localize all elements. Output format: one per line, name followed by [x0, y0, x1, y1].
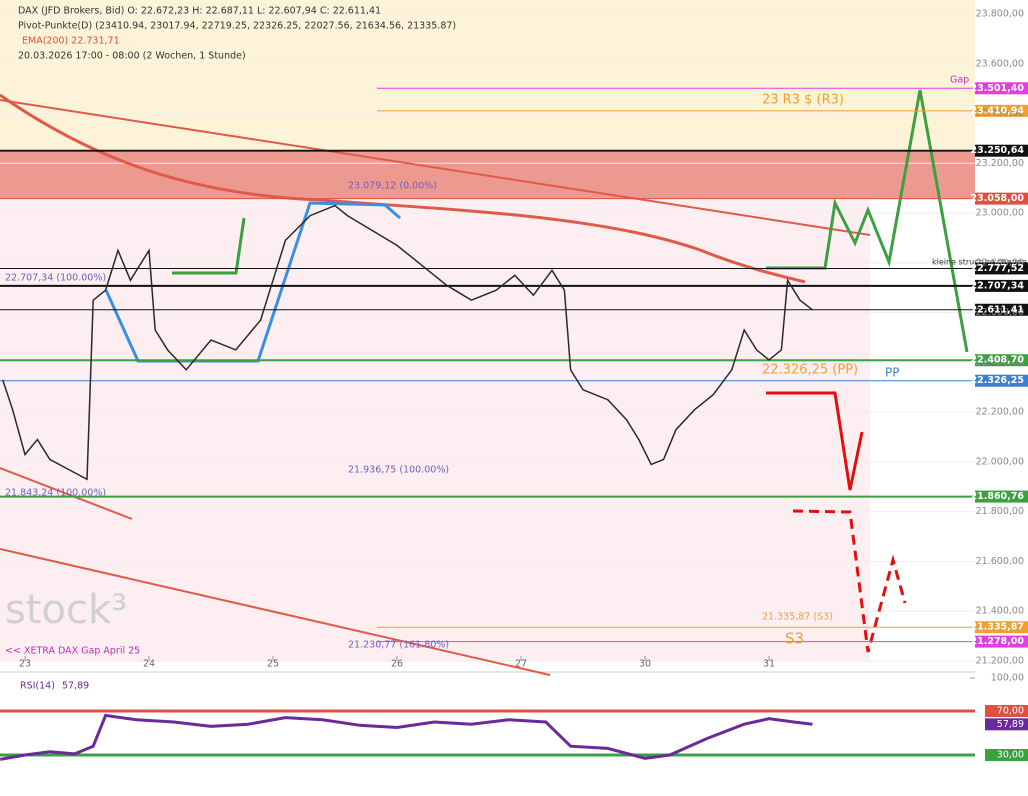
- legend: DAX (JFD Brokers, Bid) O: 22.672,23 H: 2…: [18, 6, 456, 62]
- y-tick-label: 23.400,00: [976, 108, 1024, 119]
- price-tag: [975, 303, 1028, 316]
- x-tick-label: 24: [143, 659, 155, 670]
- x-tick-label: 27: [515, 659, 527, 670]
- price-tag-label: 22.611,41: [971, 304, 1025, 315]
- drawn-path: [104, 201, 401, 363]
- y-tick-label: 21.400,00: [976, 606, 1024, 617]
- y-tick-label: 23.200,00: [976, 158, 1024, 169]
- x-tick-label: 25: [267, 659, 279, 670]
- annotation: 21.936,75 (100.00%): [348, 465, 449, 476]
- annotation: Gap: [950, 75, 969, 86]
- price-tag-label: 22.326,25: [971, 375, 1025, 386]
- price-tag: [975, 262, 1028, 275]
- y-tick-label: 23.000,00: [976, 208, 1024, 219]
- y-tick-label: 22.800,00: [976, 257, 1024, 268]
- price-tag: [975, 354, 1028, 367]
- price-tag-label: 23.501,40: [971, 83, 1025, 94]
- y-tick-label: 22.400,00: [976, 357, 1024, 368]
- price-tag-label: 23.250,64: [971, 145, 1025, 156]
- legend-text: EMA(200) 22.731,71: [22, 36, 120, 47]
- rsi-tick-label: 100,00: [991, 673, 1024, 684]
- legend-text: Pivot-Punkte(D) (23410.94, 23017.94, 227…: [18, 21, 456, 32]
- annotation: kleine structure change: [932, 258, 1027, 267]
- y-tick-label: 21.600,00: [976, 556, 1024, 567]
- y-tick-label: 22.200,00: [976, 407, 1024, 418]
- x-tick-label: 23: [19, 659, 31, 670]
- drawn-arrow: [172, 217, 246, 275]
- forecast-path: [766, 391, 864, 491]
- x-tick-label: 30: [639, 659, 651, 670]
- annotation: 22.326,25 (PP): [762, 363, 858, 378]
- rsi-current-label: 57,89: [997, 719, 1024, 730]
- price-tag: [975, 635, 1028, 648]
- resistance-zone: [0, 0, 975, 152]
- price-tag: [975, 374, 1028, 387]
- rsi-label: RSI(14): [20, 681, 55, 692]
- y-tick-label: 23.800,00: [976, 9, 1024, 20]
- trend-line: [0, 467, 133, 520]
- watermark: stock³: [5, 587, 127, 633]
- price-tag-label: 22.707,34: [971, 280, 1025, 291]
- rsi-tag: [985, 749, 1028, 761]
- trend-line: [0, 99, 871, 236]
- x-tick-label: 31: [763, 659, 775, 670]
- annotation: 23 R3 $ (R3): [762, 93, 844, 108]
- annotation: << XETRA DAX Gap April 25: [5, 646, 140, 657]
- forecast-path: [766, 89, 969, 353]
- rsi-line: [0, 713, 813, 761]
- legend-text: 20.03.2026 17:00 - 08:00 (2 Wochen, 1 St…: [18, 51, 246, 62]
- price-tag: [975, 104, 1028, 117]
- price-tag: [975, 621, 1028, 634]
- price-tag-label: 22.777,52: [971, 263, 1025, 274]
- rsi-tick-label: 30,00: [997, 750, 1024, 761]
- levels: [0, 82, 1028, 648]
- price-tag-label: 23.410,94: [971, 105, 1025, 116]
- annotation: 23.079,12 (0.00%): [348, 181, 437, 192]
- y-tick-label: 22.000,00: [976, 456, 1024, 467]
- y-tick-label: 21.800,00: [976, 506, 1024, 517]
- plot: [1, 204, 813, 481]
- rsi-value: 57,89: [62, 681, 89, 692]
- price-line: [1, 204, 813, 481]
- price-tag-label: 23.058,00: [971, 193, 1025, 204]
- annotation: 21.230,77 (161.80%): [348, 640, 449, 651]
- price-axis: [975, 0, 1028, 792]
- y-tick-label: 22.600,00: [976, 307, 1024, 318]
- ema-curve: [0, 93, 806, 284]
- legend-text: DAX (JFD Brokers, Bid) O: 22.672,23 H: 2…: [18, 6, 381, 17]
- annotation: 21.335,87 (S3): [762, 612, 833, 623]
- price-tag-label: 21.278,00: [971, 636, 1025, 647]
- price-tag-label: 22.408,70: [971, 355, 1025, 366]
- annotation: PP: [885, 366, 899, 380]
- annotation: 22.707,34 (100.00%): [5, 273, 106, 284]
- rsi-current-tag: [985, 718, 1028, 731]
- price-tag-label: 21.335,87: [971, 622, 1025, 633]
- rsi-tick-label: 70,00: [997, 706, 1024, 717]
- price-tag: [975, 144, 1028, 157]
- forecast-path: [792, 509, 907, 653]
- price-tag-label: 21.860,76: [971, 491, 1025, 502]
- price-tag: [975, 279, 1028, 292]
- y-tick-label: 21.200,00: [976, 656, 1024, 667]
- annotation: 21.843,24 (100.00%): [5, 488, 106, 499]
- x-tick-label: 26: [391, 659, 403, 670]
- red-zone: [0, 152, 1018, 199]
- trend-line: [0, 548, 551, 676]
- annotation: S3: [785, 630, 804, 648]
- price-tag: [975, 192, 1028, 205]
- rsi-tag: [985, 705, 1028, 717]
- y-tick-label: 23.600,00: [976, 58, 1024, 69]
- grid: [0, 13, 975, 662]
- price-tag: [975, 490, 1028, 503]
- price-tag: [975, 82, 1028, 95]
